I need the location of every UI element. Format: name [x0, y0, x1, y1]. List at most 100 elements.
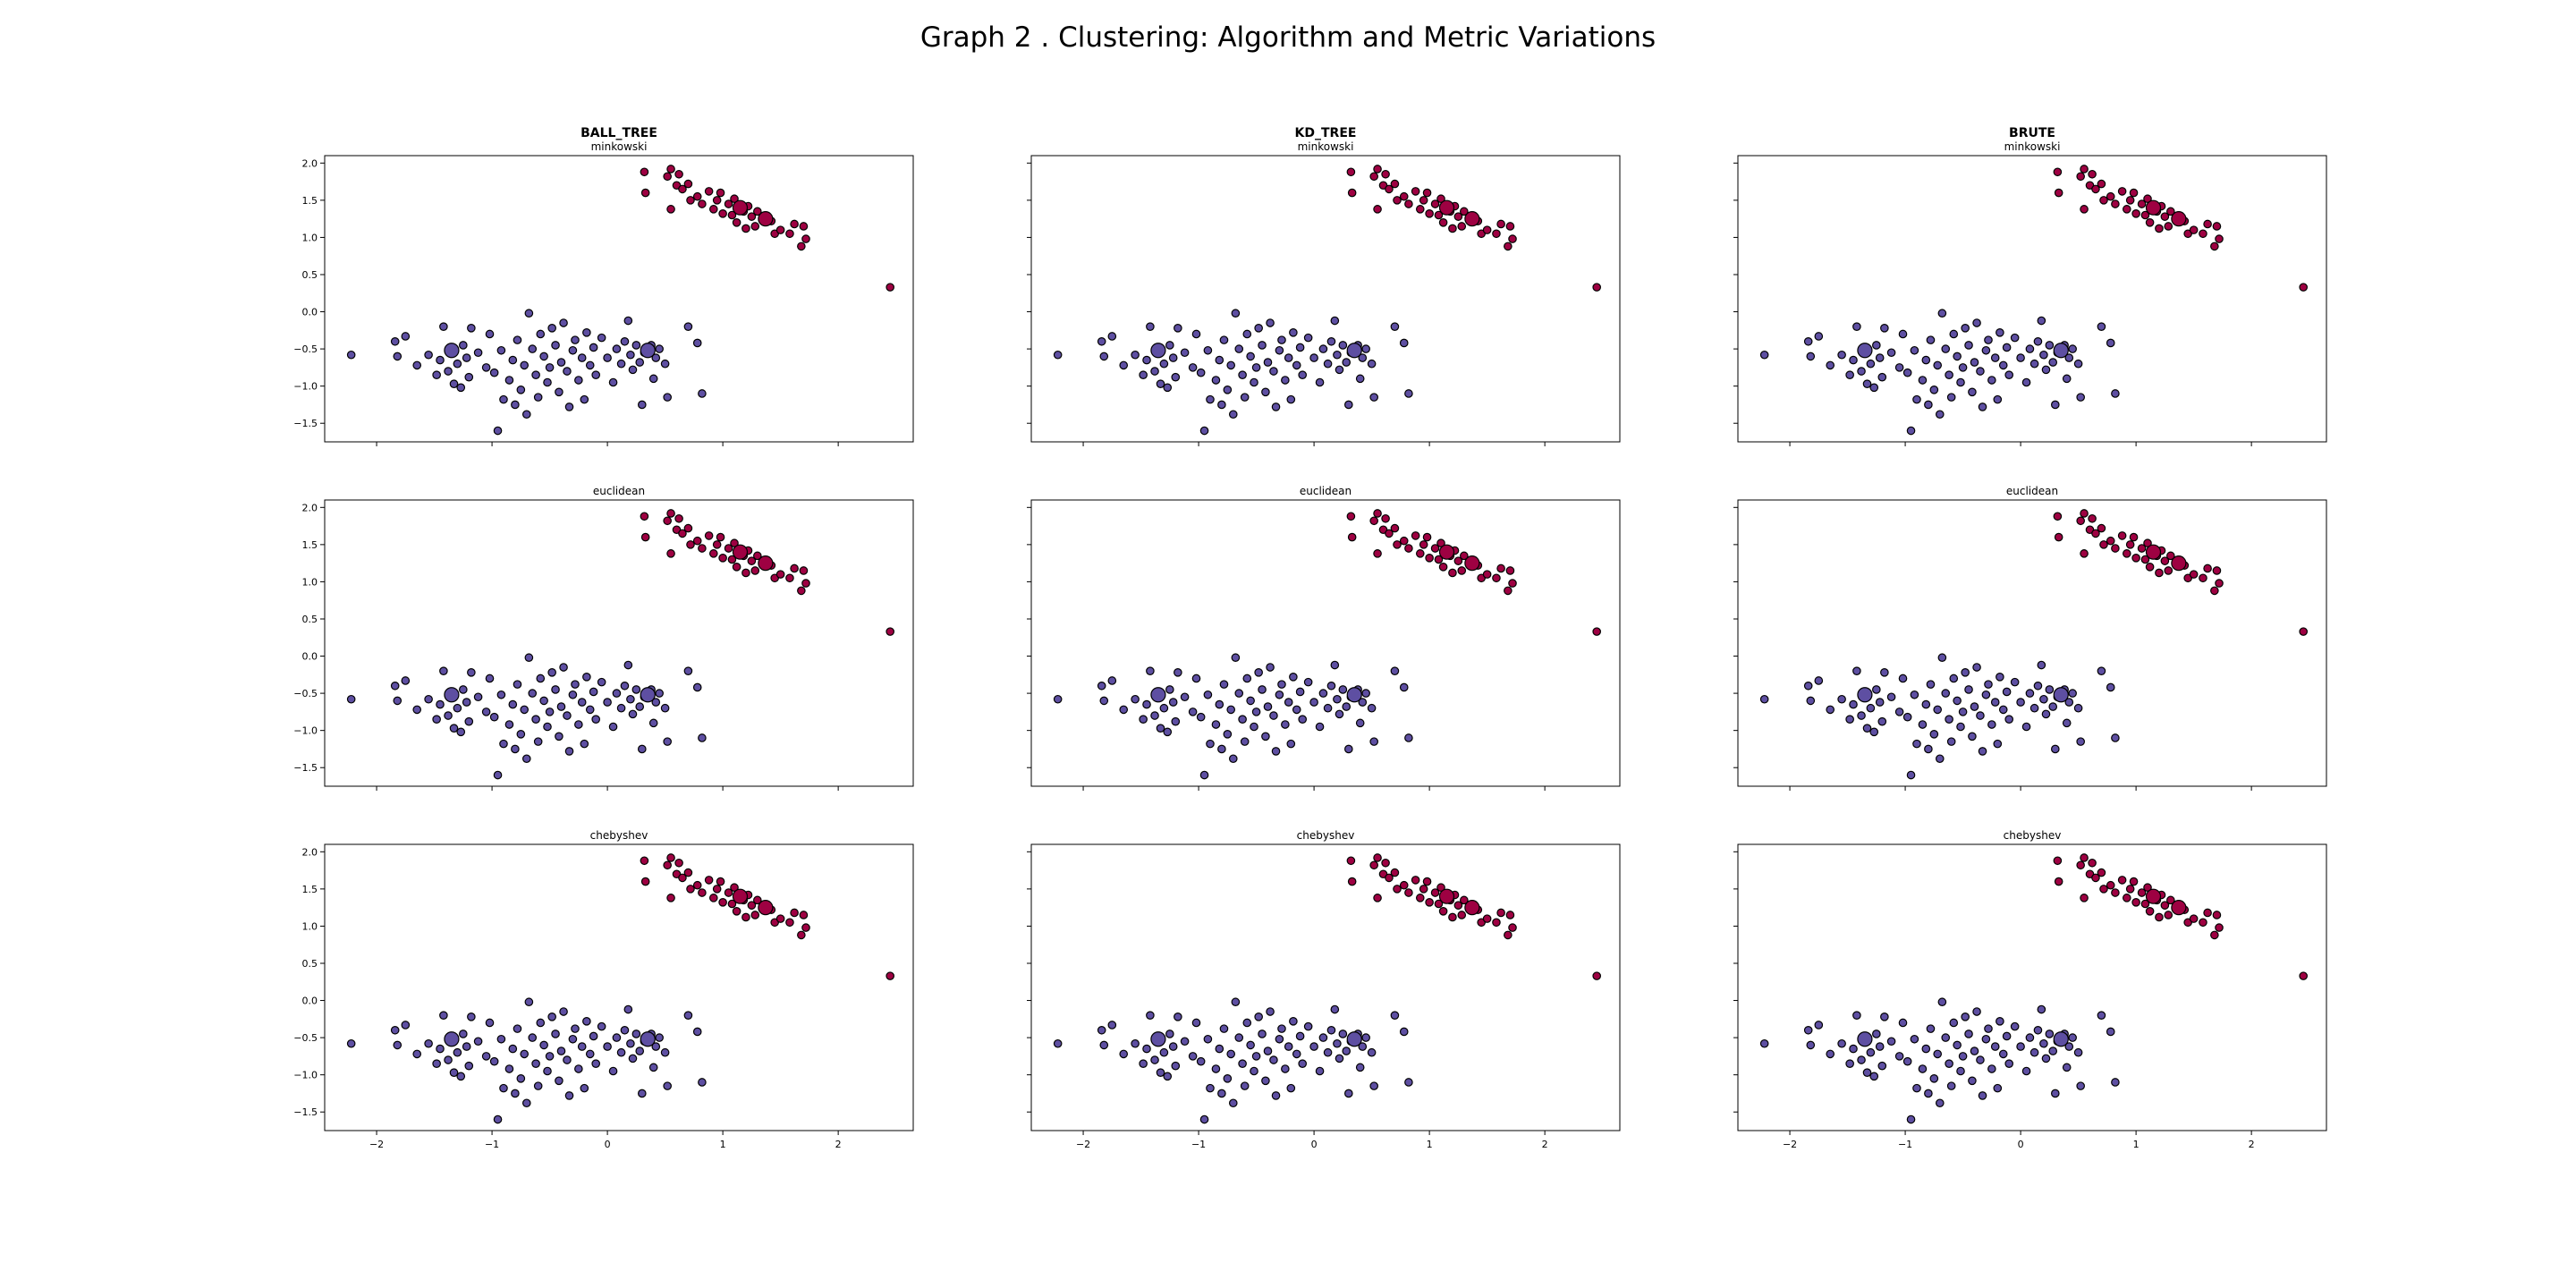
- data-point: [1877, 1061, 1887, 1071]
- data-point: [775, 914, 785, 923]
- data-point: [1968, 732, 1977, 741]
- data-point: [1234, 344, 1244, 353]
- y-tick-label: 2.0: [302, 846, 318, 858]
- data-point: [1508, 234, 1517, 243]
- data-point: [2111, 544, 2120, 553]
- data-point: [1163, 1072, 1173, 1081]
- data-point: [1174, 324, 1182, 333]
- data-point: [1918, 1064, 1928, 1073]
- data-point: [648, 374, 658, 384]
- data-point: [1097, 1025, 1106, 1035]
- axes-frame: [324, 843, 914, 1131]
- data-point: [741, 912, 750, 922]
- data-point: [1941, 689, 1951, 698]
- cluster-centroid: [1346, 1031, 1362, 1047]
- data-point: [1902, 1056, 1912, 1066]
- data-point: [2021, 722, 2031, 732]
- data-point: [1898, 674, 1908, 683]
- data-point: [1508, 923, 1517, 932]
- data-point: [1238, 370, 1247, 379]
- data-point: [1972, 318, 1981, 327]
- data-point: [2111, 888, 2120, 897]
- data-point: [2099, 196, 2108, 205]
- subplot-title-chebyshev: chebyshev: [590, 829, 648, 842]
- data-point: [1361, 1033, 1370, 1042]
- data-point: [785, 573, 794, 583]
- data-point: [612, 1033, 622, 1042]
- data-point: [648, 1063, 658, 1072]
- data-point: [346, 694, 356, 704]
- data-point: [462, 1042, 471, 1051]
- data-point: [698, 544, 707, 553]
- data-point: [1315, 377, 1325, 387]
- data-point: [1211, 376, 1221, 385]
- data-point: [1504, 586, 1513, 596]
- data-point: [1404, 199, 1413, 208]
- data-point: [1159, 703, 1169, 713]
- data-point: [1419, 885, 1428, 894]
- subplot-ball_tree-euclidean: euclidean −1.5 −1.0 −0.5 0.0 0.5 1.0 1.5 2.0: [293, 485, 914, 791]
- data-point: [1933, 1049, 1943, 1059]
- data-point: [1271, 747, 1281, 756]
- x-tick-label: 2: [835, 1139, 842, 1150]
- data-point: [1826, 360, 1835, 370]
- data-point: [1961, 1013, 1970, 1021]
- data-point: [1918, 376, 1928, 385]
- data-point: [2010, 333, 2020, 343]
- data-point: [732, 907, 741, 916]
- data-point: [1281, 1064, 1290, 1073]
- data-point: [1385, 873, 1394, 883]
- data-point: [1168, 1042, 1178, 1051]
- data-point: [1972, 1007, 1981, 1016]
- data-point: [564, 402, 574, 411]
- data-point: [597, 1021, 606, 1031]
- data-point: [2076, 737, 2085, 746]
- data-point: [1862, 379, 1872, 388]
- data-point: [1333, 694, 1342, 704]
- data-point: [1373, 549, 1382, 558]
- data-point: [2010, 677, 2020, 687]
- cluster-centroid: [2171, 555, 2187, 572]
- data-point: [666, 853, 675, 862]
- data-point: [1826, 705, 1835, 715]
- data-point: [2033, 336, 2043, 346]
- x-tick-label: 1: [1427, 1139, 1433, 1150]
- data-point: [1286, 739, 1296, 749]
- data-point: [1869, 383, 1879, 393]
- data-point: [2131, 209, 2140, 218]
- data-point: [2073, 1047, 2083, 1057]
- data-point: [785, 229, 794, 239]
- data-point: [1344, 744, 1353, 754]
- data-point: [456, 727, 466, 737]
- data-point: [2125, 885, 2135, 894]
- data-point: [698, 1078, 707, 1087]
- data-point: [504, 376, 514, 385]
- data-point: [1592, 627, 1601, 636]
- data-point: [597, 333, 606, 343]
- data-point: [2045, 341, 2055, 350]
- data-point: [1373, 894, 1382, 902]
- data-point: [473, 1037, 483, 1046]
- data-point: [513, 335, 522, 344]
- data-point: [456, 1072, 466, 1081]
- data-point: [1215, 699, 1224, 709]
- data-point: [718, 209, 727, 218]
- data-point: [1347, 877, 1357, 886]
- cluster-centroid: [444, 687, 460, 703]
- data-point: [2203, 219, 2212, 229]
- data-point: [1219, 335, 1229, 344]
- data-point: [2054, 532, 2063, 542]
- data-point: [1504, 242, 1513, 251]
- data-point: [1107, 332, 1117, 341]
- data-point: [1457, 911, 1467, 919]
- data-point: [1460, 207, 1469, 216]
- data-point: [1877, 372, 1887, 382]
- data-point: [608, 1066, 618, 1076]
- data-point: [1234, 1033, 1244, 1042]
- data-point: [1231, 997, 1241, 1007]
- data-point: [1292, 360, 1301, 370]
- data-point: [2189, 225, 2199, 234]
- subplot-title-minkowski: minkowski: [2004, 140, 2061, 153]
- data-point: [683, 1011, 693, 1020]
- data-point: [597, 677, 606, 687]
